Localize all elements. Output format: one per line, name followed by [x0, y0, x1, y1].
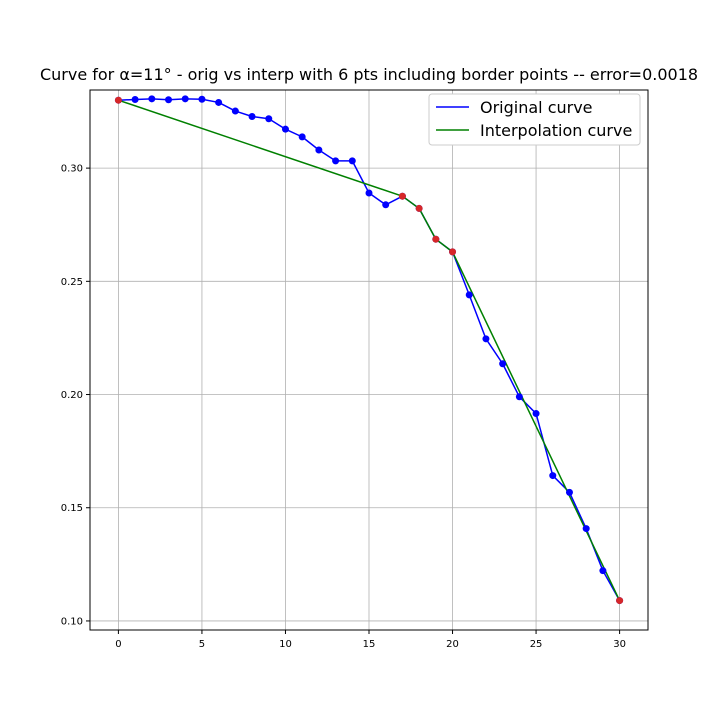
interpolation-node-point [398, 192, 406, 200]
original-curve-point [215, 98, 223, 106]
original-curve-point [231, 107, 239, 115]
legend-label-original: Original curve [480, 98, 593, 117]
original-curve-point [198, 95, 206, 103]
x-tick-label: 15 [363, 639, 376, 650]
x-tick-label: 20 [446, 639, 459, 650]
original-curve-point [499, 360, 507, 368]
original-curve-point [515, 393, 523, 401]
interpolation-node-point [415, 204, 423, 212]
original-curve-point [348, 157, 356, 165]
legend: Original curve Interpolation curve [428, 93, 641, 146]
original-curve-point [382, 201, 390, 209]
axis-ticks: 0 5 10 15 20 25 30 0.10 0.15 0.20 0.25 0.30 [61, 164, 626, 650]
original-curve-point [248, 112, 256, 120]
x-tick-label: 30 [613, 639, 626, 650]
original-curve-point [332, 157, 340, 165]
interpolation-node-point [616, 597, 624, 605]
interpolation-curve-line [118, 99, 621, 601]
marker-layer [114, 95, 624, 605]
x-tick-label: 25 [530, 639, 543, 650]
original-curve-point [532, 410, 540, 418]
original-curve-point [465, 291, 473, 299]
y-tick-label: 0.10 [61, 616, 83, 627]
original-curve-point [131, 96, 139, 104]
original-curve-point [565, 488, 573, 496]
legend-label-interpolation: Interpolation curve [480, 121, 632, 140]
original-curve-point [365, 189, 373, 197]
original-curve-point [165, 96, 173, 104]
original-curve-point [298, 133, 306, 141]
y-tick-label: 0.15 [61, 503, 83, 514]
original-curve-point [148, 95, 156, 103]
x-tick-label: 5 [199, 639, 205, 650]
y-tick-label: 0.25 [61, 277, 83, 288]
original-curve-point [281, 125, 289, 133]
x-tick-label: 10 [279, 639, 292, 650]
legend-box [428, 93, 641, 146]
chart-title: Curve for α=11° - orig vs interp with 6 … [40, 65, 698, 84]
original-curve-point [181, 95, 189, 103]
original-curve-point [315, 146, 323, 154]
original-curve-point [599, 567, 607, 575]
interpolation-node-point [432, 235, 440, 243]
grid [90, 90, 648, 630]
original-curve-point [549, 472, 557, 480]
original-curve-point [265, 115, 273, 123]
x-tick-label: 0 [115, 639, 121, 650]
y-tick-label: 0.30 [61, 164, 83, 175]
interpolation-node-point [114, 96, 122, 104]
y-tick-label: 0.20 [61, 390, 83, 401]
interpolation-node-point [449, 248, 457, 256]
original-curve-point [482, 335, 490, 343]
original-curve-point [582, 525, 590, 533]
